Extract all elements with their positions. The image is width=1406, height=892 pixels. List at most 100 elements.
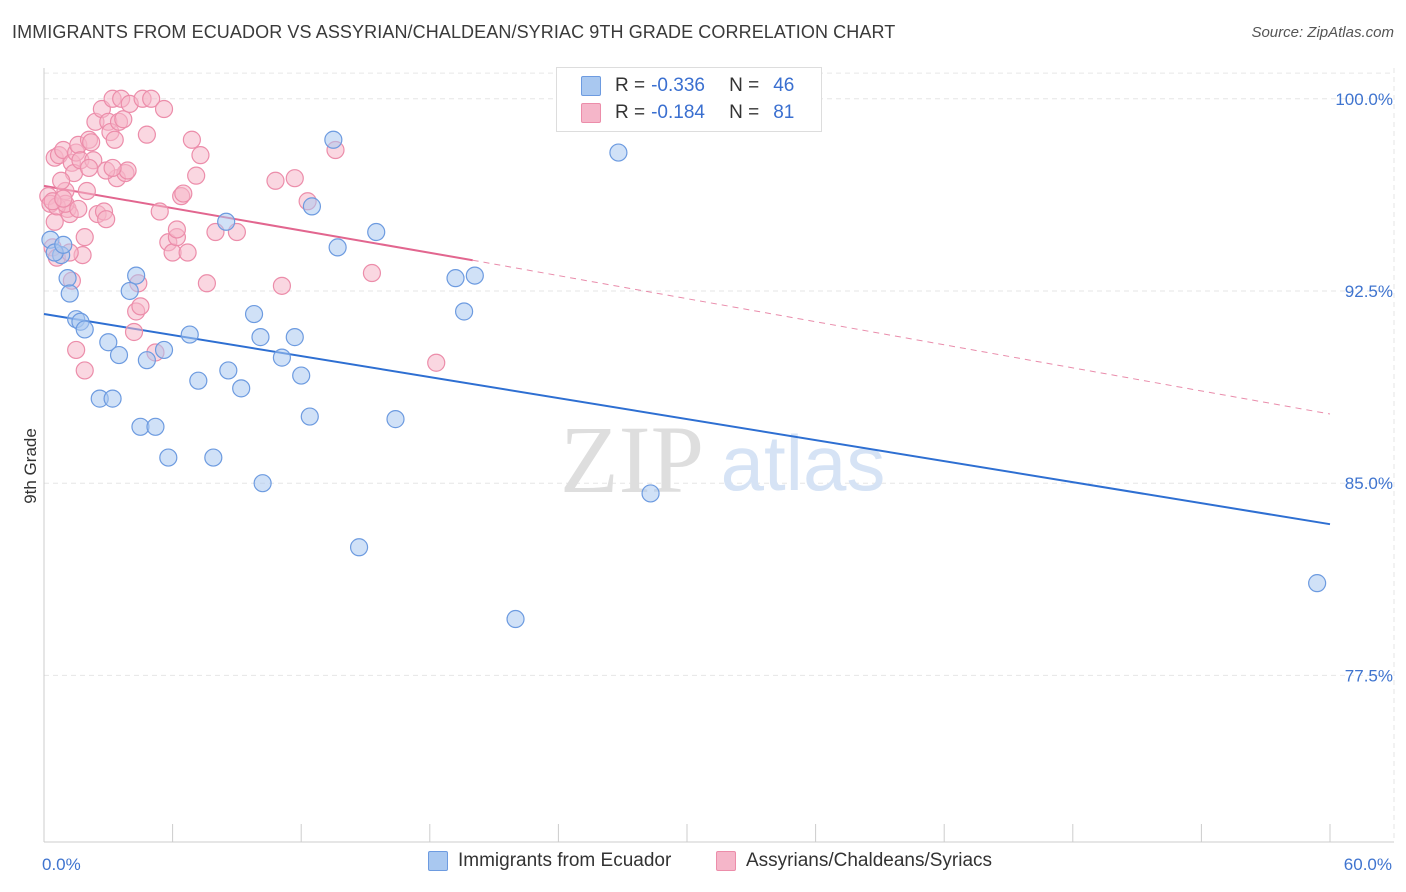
pink-data-point	[114, 110, 133, 129]
grid-lines	[44, 68, 1395, 842]
blue-data-point	[454, 302, 474, 321]
blue-trend-line	[43, 313, 1331, 526]
pink-data-point	[75, 361, 94, 380]
pink-data-point	[82, 133, 101, 152]
y-tick-label: 85.0%	[1345, 474, 1393, 493]
blue-data-point	[1308, 574, 1327, 593]
blue-data-point	[292, 366, 311, 385]
blue-data-point	[58, 269, 77, 288]
blue-data-point	[251, 328, 270, 347]
blue-data-point	[232, 379, 251, 398]
series-legend: Immigrants from Ecuador Assyrians/Chalde…	[0, 850, 1406, 878]
pink-data-point	[75, 228, 94, 247]
blue-data-point	[349, 538, 369, 557]
trend-lines	[43, 184, 1331, 526]
blue-data-point	[120, 281, 139, 301]
pink-data-point	[150, 202, 169, 221]
blue-data-point	[154, 340, 174, 360]
pink-trend-extension	[472, 259, 1331, 415]
series-legend-label: Immigrants from Ecuador	[458, 850, 672, 871]
watermark-atlas: atlas	[721, 419, 886, 507]
blue-data-point	[506, 609, 525, 629]
pink-data-point	[362, 263, 382, 283]
blue-data-point	[103, 389, 122, 408]
pink-data-point	[67, 340, 86, 360]
blue-data-point	[272, 348, 292, 367]
tick-labels: 100.0% 92.5% 85.0% 77.5% 0.0% 60.0%	[42, 90, 1393, 874]
blue-data-point	[302, 197, 322, 216]
blue-data-point	[75, 320, 94, 339]
blue-data-point	[189, 371, 208, 390]
blue-data-point	[465, 266, 484, 285]
blue-data-point	[244, 304, 264, 324]
legend-swatch-blue	[581, 76, 601, 96]
pink-data-point	[124, 322, 144, 342]
pink-data-point	[178, 243, 197, 262]
legend-swatch-pink	[581, 103, 601, 123]
legend-swatch-pink	[716, 851, 736, 871]
blue-data-point	[253, 474, 272, 493]
y-tick-label: 92.5%	[1345, 282, 1393, 301]
pink-trend-line	[43, 184, 473, 262]
blue-data-point	[54, 235, 73, 254]
pink-data-point	[427, 353, 446, 372]
blue-data-point	[99, 333, 118, 352]
r-value: -0.336	[651, 75, 705, 96]
blue-data-point	[446, 269, 465, 288]
stats-legend: R = -0.336 N = 46 R = -0.184 N = 81	[556, 67, 822, 132]
axes	[43, 68, 1394, 843]
pink-data-point	[191, 146, 210, 165]
x-tick-label: 60.0%	[1344, 855, 1392, 874]
series-legend-assyrian[interactable]: Assyrians/Chaldeans/Syriacs	[716, 850, 992, 872]
y-tick-label: 77.5%	[1345, 666, 1393, 685]
pink-data-point	[285, 169, 304, 188]
pink-data-point	[54, 189, 73, 208]
watermark-zip: ZIP	[560, 406, 704, 513]
blue-data-point	[641, 484, 660, 503]
pink-data-point	[142, 89, 161, 108]
series-legend-ecuador[interactable]: Immigrants from Ecuador	[428, 850, 671, 872]
n-label: N =	[729, 75, 760, 96]
blue-data-point	[324, 130, 343, 149]
blue-data-point	[109, 345, 129, 365]
pink-data-point	[79, 158, 99, 178]
blue-data-point	[180, 325, 199, 344]
r-label: R =	[615, 102, 646, 123]
pink-data-point	[197, 274, 216, 293]
n-value: 81	[773, 102, 795, 123]
pink-data-point	[69, 199, 88, 219]
pink-data-point	[97, 210, 116, 229]
blue-data-point	[609, 143, 628, 162]
pink-data-point	[77, 181, 96, 201]
x-tick-label: 0.0%	[42, 855, 81, 874]
pink-data-point	[154, 99, 174, 119]
blue-data-point	[285, 328, 304, 347]
pink-data-point	[174, 184, 193, 203]
blue-data-point	[159, 448, 178, 467]
n-label: N =	[729, 102, 760, 123]
pink-data-point	[167, 220, 186, 239]
watermark: ZIP atlas	[560, 406, 885, 513]
pink-data-point	[105, 130, 124, 149]
n-value: 46	[773, 75, 795, 96]
blue-data-point	[146, 417, 165, 436]
series-legend-label: Assyrians/Chaldeans/Syriacs	[746, 850, 993, 871]
r-value: -0.184	[651, 102, 705, 123]
pink-data-point	[131, 297, 150, 316]
pink-data-point	[182, 130, 201, 149]
legend-swatch-blue	[428, 851, 448, 871]
pink-data-point	[118, 161, 137, 180]
blue-data-point	[127, 266, 146, 285]
pink-data-point	[52, 171, 71, 190]
blue-data-point	[137, 351, 156, 370]
pink-data-point	[45, 212, 64, 231]
pink-data-point	[103, 158, 122, 178]
blue-data-point	[60, 284, 79, 303]
chart-source: Source: ZipAtlas.com	[1251, 24, 1394, 41]
blue-data-point	[367, 222, 386, 242]
data-points	[39, 89, 1327, 629]
stats-legend-row-assyrian: R = -0.184 N = 81	[581, 100, 794, 126]
pink-data-point	[187, 166, 206, 185]
